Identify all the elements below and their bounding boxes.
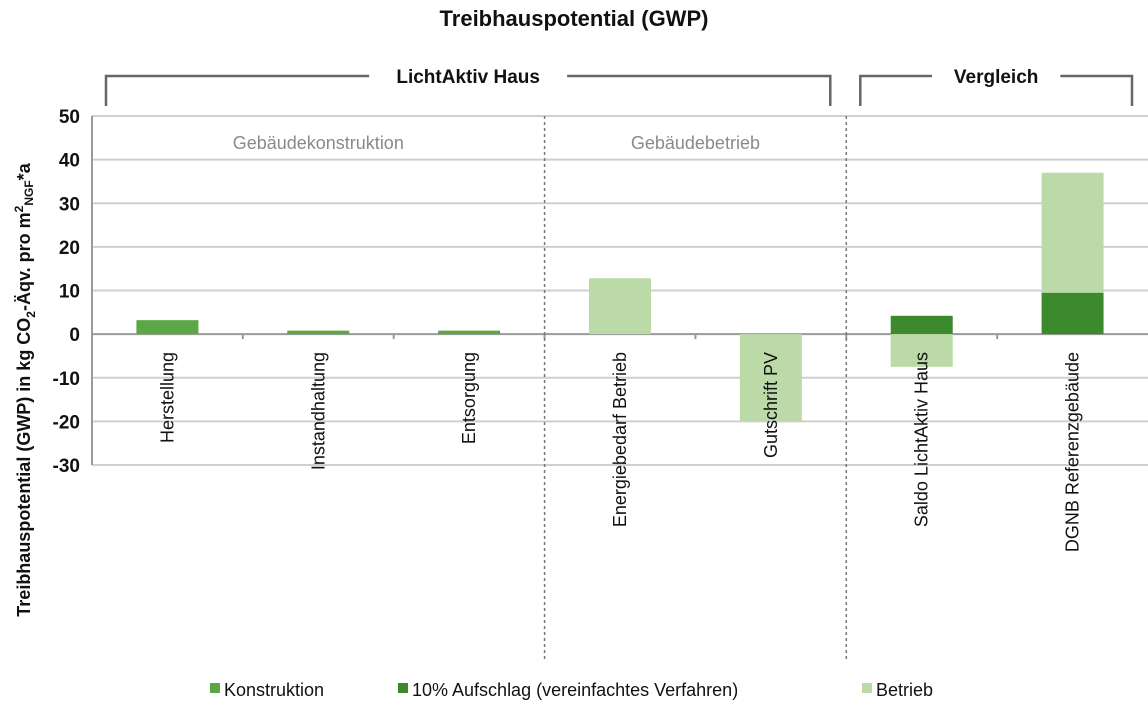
bracket-label: LichtAktiv Haus: [396, 67, 540, 88]
section-labels: Gebäudekonstruktion Gebäudebetrieb: [233, 116, 848, 660]
y-tick-label: -30: [53, 456, 80, 477]
bar: [890, 334, 953, 367]
chart-title: Treibhauspotential (GWP): [440, 6, 709, 31]
y-tick-label: 20: [59, 238, 80, 259]
category-labels: Herstellung Instandhaltung Entsorgung Energ…: [157, 352, 1082, 552]
bracket-line: [567, 74, 832, 106]
category-label: Saldo LichtAktiv Haus: [912, 352, 932, 527]
bar: [890, 315, 953, 335]
bracket-label: Vergleich: [954, 67, 1039, 88]
y-label-subscript: NGF: [22, 180, 36, 205]
bars: [136, 172, 1104, 422]
bracket-line: [1060, 74, 1134, 106]
legend-swatch: [398, 683, 408, 693]
section-label: Gebäudebetrieb: [631, 133, 760, 153]
y-tick-label: -20: [53, 412, 80, 433]
category-label: Gutschrift PV: [761, 352, 781, 458]
bar: [1041, 292, 1104, 335]
y-tick-label: 10: [59, 282, 80, 303]
legend-label: 10% Aufschlag (vereinfachtes Verfahren): [412, 680, 738, 700]
y-tick-label: -10: [53, 369, 80, 390]
y-label-part: *a: [14, 162, 34, 180]
category-label: Energiebedarf Betrieb: [610, 352, 630, 527]
category-label: DGNB Referenzgebäude: [1063, 352, 1083, 552]
bar: [438, 330, 501, 335]
legend-label: Betrieb: [876, 680, 933, 700]
legend-label: Konstruktion: [224, 680, 324, 700]
y-tick-label: 30: [59, 194, 80, 215]
y-label-part: -Äqv. pro m: [14, 212, 34, 311]
y-tick-label: 40: [59, 151, 80, 172]
bracket-line: [859, 74, 932, 106]
bar: [1041, 172, 1104, 293]
category-label: Instandhaltung: [308, 352, 328, 470]
section-label: Gebäudekonstruktion: [233, 133, 404, 153]
y-tick-label: 50: [59, 107, 80, 128]
y-label-subscript: 2: [24, 311, 38, 318]
group-brackets: LichtAktiv Haus Vergleich: [104, 67, 1134, 106]
y-label-superscript: 2: [12, 205, 26, 212]
y-label-part: Treibhauspotential (GWP) in kg CO: [14, 318, 34, 617]
legend-swatch: [210, 683, 220, 693]
bar: [589, 278, 651, 335]
legend: Konstruktion 10% Aufschlag (vereinfachtes…: [210, 680, 933, 700]
bracket-line: [104, 74, 370, 106]
bar: [739, 334, 802, 422]
bar: [287, 330, 350, 335]
y-axis-label: Treibhauspotential (GWP) in kg CO2-Äqv. …: [12, 162, 38, 616]
y-axis-label-text: Treibhauspotential (GWP) in kg CO2-Äqv. …: [12, 162, 38, 616]
bar: [136, 320, 199, 335]
category-label: Herstellung: [157, 352, 177, 443]
category-label: Entsorgung: [459, 352, 479, 444]
legend-swatch: [862, 683, 872, 693]
y-tick-label: 0: [69, 325, 80, 346]
